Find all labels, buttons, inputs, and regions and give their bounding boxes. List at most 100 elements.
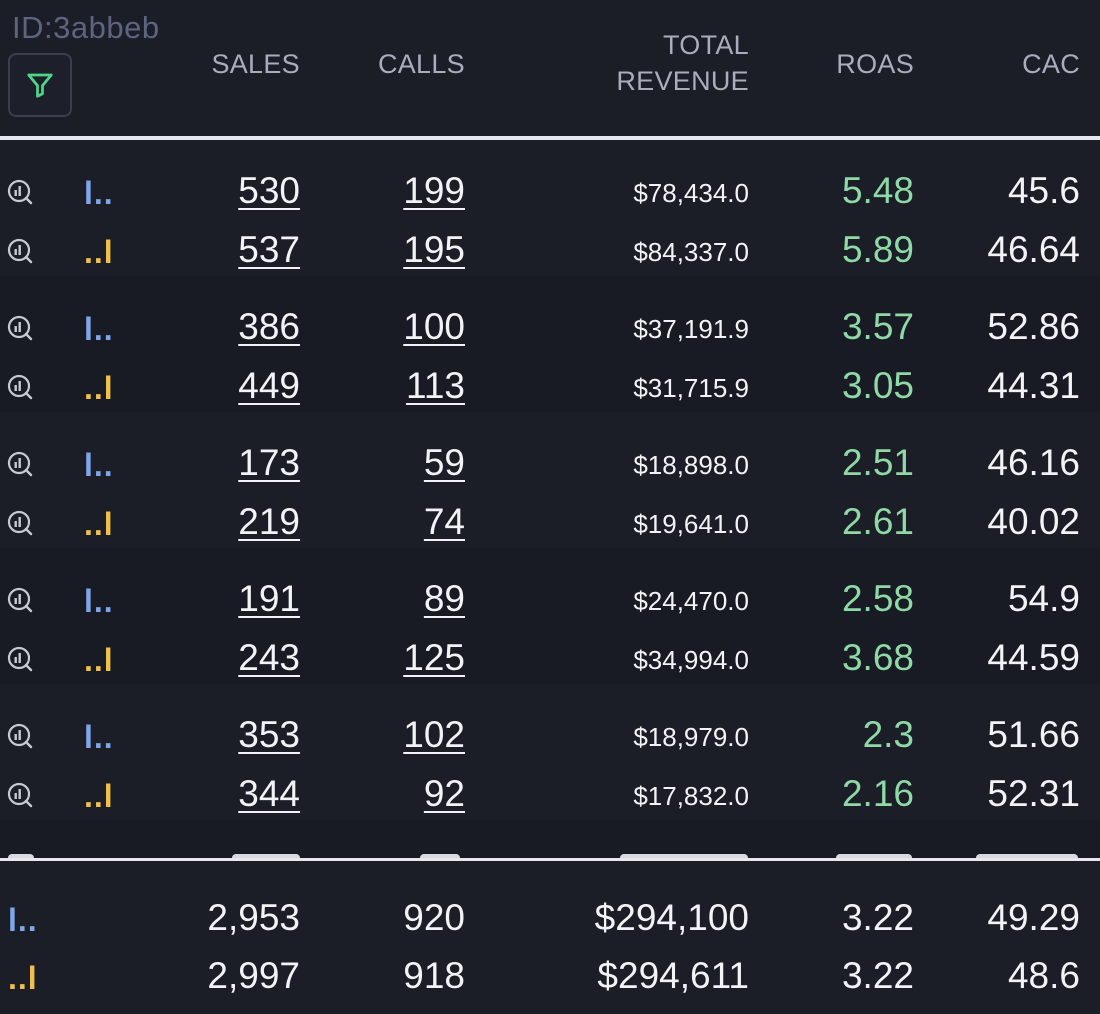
calls-link[interactable]: 125 — [403, 637, 465, 678]
column-header-cac[interactable]: CAC — [1022, 49, 1080, 79]
variant-tag: ..l — [8, 960, 38, 996]
total-revenue-value: $31,715.9 — [633, 373, 749, 403]
total-revenue-sum: $294,611 — [597, 955, 749, 996]
inspect-chart-icon-svg — [7, 374, 33, 400]
totals-row: ..l 2,997 918 $294,611 3.22 48.6 — [0, 955, 1100, 1014]
table-row[interactable]: ..l 219 74 $19,641.0 2.61 40.02 — [0, 493, 1100, 552]
roas-value: 2.51 — [841, 442, 914, 483]
total-revenue-value: $18,898.0 — [633, 450, 749, 480]
variant-tag: ..l — [84, 506, 114, 542]
table-row[interactable]: l.. 353 102 $18,979.0 2.3 51.66 — [0, 706, 1100, 765]
cac-value: 46.64 — [987, 229, 1080, 270]
cac-value: 51.66 — [987, 714, 1080, 755]
footer-divider — [0, 858, 1100, 861]
table-row[interactable]: l.. 173 59 $18,898.0 2.51 46.16 — [0, 434, 1100, 493]
roas-value: 5.89 — [841, 229, 914, 270]
inspect-chart-icon[interactable] — [6, 645, 34, 673]
calls-link[interactable]: 74 — [423, 501, 465, 542]
variant-tag: l.. — [84, 311, 114, 347]
total-sales-value: 2,997 — [207, 955, 300, 996]
variant-tag: l.. — [8, 902, 38, 938]
table-row[interactable]: l.. 386 100 $37,191.9 3.57 52.86 — [0, 298, 1100, 357]
totals-footer: l.. 2,953 920 $294,100 3.22 49.29 ..l 2,997 918 $… — [0, 861, 1100, 1012]
roas-value: 3.68 — [841, 637, 914, 678]
record-id-label: ID:3abbeb — [12, 10, 160, 45]
clipped-row-fragment — [232, 854, 300, 860]
sales-link[interactable]: 353 — [238, 714, 300, 755]
sales-link[interactable]: 344 — [238, 773, 300, 814]
total-sales-value: 2,953 — [207, 897, 300, 938]
inspect-chart-icon[interactable] — [6, 586, 34, 614]
table-row[interactable]: ..l 243 125 $34,994.0 3.68 44.59 — [0, 629, 1100, 688]
inspect-chart-icon-svg — [7, 782, 33, 808]
sales-link[interactable]: 173 — [238, 442, 300, 483]
sales-link[interactable]: 243 — [238, 637, 300, 678]
sales-link[interactable]: 191 — [238, 578, 300, 619]
table-row[interactable]: l.. 530 199 $78,434.0 5.48 45.6 — [0, 162, 1100, 221]
calls-link[interactable]: 100 — [403, 306, 465, 347]
calls-link[interactable]: 113 — [406, 365, 465, 406]
clipped-row-fragment — [620, 854, 748, 860]
table-row[interactable]: l.. 191 89 $24,470.0 2.58 54.9 — [0, 570, 1100, 629]
calls-link[interactable]: 89 — [423, 578, 465, 619]
inspect-chart-icon[interactable] — [6, 509, 34, 537]
inspect-chart-icon-svg — [7, 587, 33, 613]
total-revenue-value: $84,337.0 — [633, 237, 749, 267]
cac-value: 52.86 — [987, 306, 1080, 347]
filter-button[interactable] — [8, 53, 72, 117]
inspect-chart-icon-svg — [7, 646, 33, 672]
sales-link[interactable]: 449 — [238, 365, 300, 406]
calls-link[interactable]: 195 — [403, 229, 465, 270]
total-revenue-value: $37,191.9 — [633, 314, 749, 344]
calls-link[interactable]: 199 — [403, 170, 465, 211]
total-revenue-value: $19,641.0 — [633, 509, 749, 539]
table-row[interactable]: ..l 537 195 $84,337.0 5.89 46.64 — [0, 221, 1100, 280]
variant-tag: ..l — [84, 778, 114, 814]
inspect-chart-icon-svg — [7, 315, 33, 341]
sales-link[interactable]: 530 — [238, 170, 300, 211]
calls-link[interactable]: 92 — [423, 773, 465, 814]
variant-tag: l.. — [84, 719, 114, 755]
roas-value: 3.05 — [841, 365, 914, 406]
column-header-total-revenue[interactable]: TOTAL REVENUE — [616, 27, 749, 99]
inspect-chart-icon[interactable] — [6, 781, 34, 809]
total-revenue-value: $17,832.0 — [633, 781, 749, 811]
total-roas-value: 3.22 — [841, 897, 914, 938]
inspect-chart-icon-svg — [7, 179, 33, 205]
row-group: l.. 530 199 $78,434.0 5.48 45.6 ..l 537 195 $84,3… — [0, 140, 1100, 276]
sales-link[interactable]: 219 — [238, 501, 300, 542]
cac-value: 40.02 — [987, 501, 1080, 542]
column-header-roas[interactable]: ROAS — [836, 49, 914, 79]
inspect-chart-icon[interactable] — [6, 314, 34, 342]
total-cac-value: 49.29 — [987, 897, 1080, 938]
inspect-chart-icon[interactable] — [6, 178, 34, 206]
table-header: ID:3abbeb SALES CALLS TOTAL REVENUE ROAS… — [0, 0, 1100, 136]
inspect-chart-icon[interactable] — [6, 237, 34, 265]
totals-row: l.. 2,953 920 $294,100 3.22 49.29 — [0, 897, 1100, 956]
column-header-calls[interactable]: CALLS — [377, 49, 465, 79]
roas-value: 2.16 — [841, 773, 914, 814]
roas-value: 3.57 — [841, 306, 914, 347]
variant-tag: ..l — [84, 370, 114, 406]
sales-link[interactable]: 537 — [238, 229, 300, 270]
cac-value: 46.16 — [987, 442, 1080, 483]
calls-link[interactable]: 59 — [423, 442, 465, 483]
roas-value: 2.61 — [841, 501, 914, 542]
clipped-row-fragment — [8, 854, 34, 860]
filter-icon — [27, 73, 53, 98]
inspect-chart-icon[interactable] — [6, 450, 34, 478]
sales-link[interactable]: 386 — [238, 306, 300, 347]
table-row[interactable]: ..l 449 113 $31,715.9 3.05 44.31 — [0, 357, 1100, 416]
variant-tag: ..l — [84, 234, 114, 270]
cac-value: 44.59 — [987, 637, 1080, 678]
inspect-chart-icon[interactable] — [6, 722, 34, 750]
total-revenue-value: $34,994.0 — [633, 645, 749, 675]
cac-value: 52.31 — [987, 773, 1080, 814]
column-header-sales[interactable]: SALES — [211, 49, 300, 79]
total-revenue-value: $78,434.0 — [633, 178, 749, 208]
table-row[interactable]: ..l 344 92 $17,832.0 2.16 52.31 — [0, 765, 1100, 824]
variant-tag: ..l — [84, 642, 114, 678]
inspect-chart-icon[interactable] — [6, 373, 34, 401]
calls-link[interactable]: 102 — [403, 714, 465, 755]
row-group: l.. 386 100 $37,191.9 3.57 52.86 ..l 449 113 $31,… — [0, 276, 1100, 412]
